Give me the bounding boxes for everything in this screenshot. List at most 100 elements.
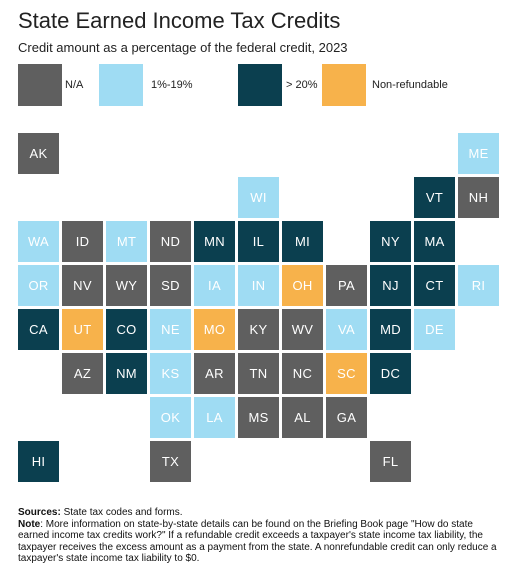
state-tile-pa: PA [326,265,367,306]
state-label: KS [161,366,180,381]
state-label: OH [292,278,313,293]
state-label: AL [294,410,311,425]
state-label: AK [29,146,48,161]
state-label: CA [29,322,48,337]
state-label: WI [250,190,267,205]
state-label: WA [27,234,50,249]
state-label: IA [208,278,221,293]
state-tile-wi: WI [238,177,279,218]
state-tile-map: AK ME WI VT NH WA ID MT ND MN IL MI NY MA OR NV WY SD IA IN… [18,133,499,482]
state-label: FL [382,454,399,469]
state-tile-dc: DC [370,353,411,394]
state-label: WY [115,278,138,293]
note-line: Note: More information on state-by-state… [18,519,498,565]
sources-label: Sources: [18,507,61,518]
legend-swatch-high [238,64,282,106]
state-label: CO [116,322,137,337]
state-label: NH [468,190,489,205]
state-label: OK [160,410,181,425]
state-tile-in: IN [238,265,279,306]
state-tile-tx: TX [150,441,191,482]
note-text: : More information on state-by-state det… [18,518,497,565]
state-label: MN [204,234,225,249]
state-label: UT [73,322,92,337]
state-label: WV [291,322,314,337]
state-tile-ks: KS [150,353,191,394]
state-label: MD [380,322,401,337]
state-label: OR [28,278,49,293]
page-title: State Earned Income Tax Credits [18,8,341,33]
state-tile-ky: KY [238,309,279,350]
note-label: Note [18,518,41,530]
state-label: VT [425,190,444,205]
legend-swatch-na [18,64,62,106]
state-tile-la: LA [194,397,235,438]
state-label: SC [337,366,356,381]
state-tile-az: AZ [62,353,103,394]
state-label: LA [206,410,223,425]
state-label: MT [116,234,137,249]
legend-label-high: > 20% [286,79,318,91]
state-tile-hi: HI [18,441,59,482]
state-label: IN [251,278,266,293]
state-tile-mn: MN [194,221,235,262]
state-label: NV [73,278,92,293]
state-label: MS [248,410,269,425]
state-tile-de: DE [414,309,455,350]
state-label: IL [252,234,265,249]
legend-label-na: N/A [65,79,84,91]
state-label: MO [203,322,226,337]
state-tile-sc: SC [326,353,367,394]
state-tile-tn: TN [238,353,279,394]
state-label: NE [161,322,180,337]
state-label: NC [292,366,313,381]
state-label: NM [116,366,137,381]
state-tile-nm: NM [106,353,147,394]
legend: N/A 1%-19% > 20% Non-refundable [0,0,509,110]
state-tile-co: CO [106,309,147,350]
state-tile-sd: SD [150,265,191,306]
state-label: PA [338,278,355,293]
legend-label-low: 1%-19% [151,79,193,91]
state-tile-va: VA [326,309,367,350]
state-tile-vt: VT [414,177,455,218]
state-tile-mt: MT [106,221,147,262]
state-label: CT [425,278,444,293]
state-tile-ak: AK [18,133,59,174]
state-tile-nj: NJ [370,265,411,306]
state-tile-ne: NE [150,309,191,350]
state-tile-ar: AR [194,353,235,394]
state-tile-ny: NY [370,221,411,262]
state-tile-ct: CT [414,265,455,306]
state-tile-wy: WY [106,265,147,306]
state-tile-mi: MI [282,221,323,262]
state-tile-ca: CA [18,309,59,350]
state-tile-wv: WV [282,309,323,350]
state-label: ID [75,234,90,249]
state-label: MI [294,234,311,249]
sources-text: State tax codes and forms. [60,507,183,518]
sources-line: Sources: State tax codes and forms. [18,507,498,519]
state-label: VA [338,322,355,337]
state-tile-me: ME [458,133,499,174]
state-label: RI [471,278,486,293]
state-tile-fl: FL [370,441,411,482]
state-tile-nv: NV [62,265,103,306]
state-tile-nh: NH [458,177,499,218]
state-label: ME [468,146,489,161]
state-tile-ma: MA [414,221,455,262]
state-label: DC [380,366,401,381]
state-tile-nd: ND [150,221,191,262]
legend-label-nonrefundable: Non-refundable [372,79,448,91]
state-label: MA [424,234,445,249]
state-tile-mo: MO [194,309,235,350]
state-tile-oh: OH [282,265,323,306]
state-tile-il: IL [238,221,279,262]
legend-swatch-nonrefundable [322,64,366,106]
state-tile-ri: RI [458,265,499,306]
state-tile-wa: WA [18,221,59,262]
state-label: SD [161,278,180,293]
state-tile-ut: UT [62,309,103,350]
state-label: NY [381,234,400,249]
state-tile-or: OR [18,265,59,306]
